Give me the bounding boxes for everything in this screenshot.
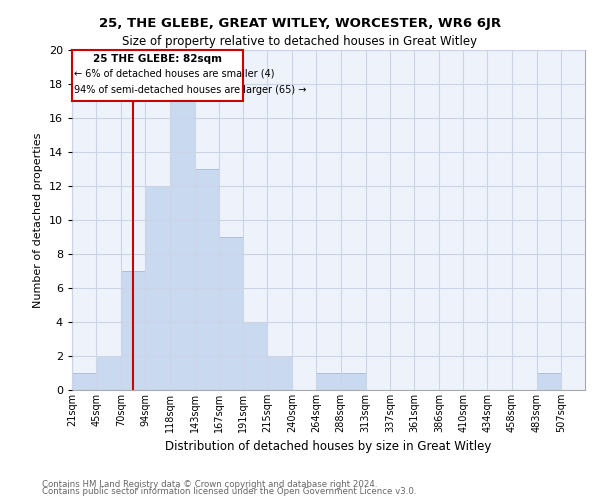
Bar	[243, 322, 267, 390]
Bar	[96, 356, 121, 390]
Bar	[316, 373, 341, 390]
Text: Contains HM Land Registry data © Crown copyright and database right 2024.: Contains HM Land Registry data © Crown c…	[42, 480, 377, 489]
Y-axis label: Number of detached properties: Number of detached properties	[33, 132, 43, 308]
Text: 25 THE GLEBE: 82sqm: 25 THE GLEBE: 82sqm	[93, 54, 222, 64]
Bar	[170, 101, 195, 390]
Bar	[537, 373, 561, 390]
Bar	[195, 169, 219, 390]
Bar	[341, 373, 366, 390]
Text: 25, THE GLEBE, GREAT WITLEY, WORCESTER, WR6 6JR: 25, THE GLEBE, GREAT WITLEY, WORCESTER, …	[99, 18, 501, 30]
Text: 94% of semi-detached houses are larger (65) →: 94% of semi-detached houses are larger (…	[74, 85, 307, 95]
Text: Size of property relative to detached houses in Great Witley: Size of property relative to detached ho…	[122, 35, 478, 48]
Bar	[121, 271, 145, 390]
Bar	[72, 50, 243, 101]
Bar	[267, 356, 292, 390]
X-axis label: Distribution of detached houses by size in Great Witley: Distribution of detached houses by size …	[166, 440, 491, 454]
Bar	[72, 373, 96, 390]
Text: ← 6% of detached houses are smaller (4): ← 6% of detached houses are smaller (4)	[74, 68, 275, 78]
Bar	[219, 237, 243, 390]
Bar	[145, 186, 170, 390]
Text: Contains public sector information licensed under the Open Government Licence v3: Contains public sector information licen…	[42, 488, 416, 496]
